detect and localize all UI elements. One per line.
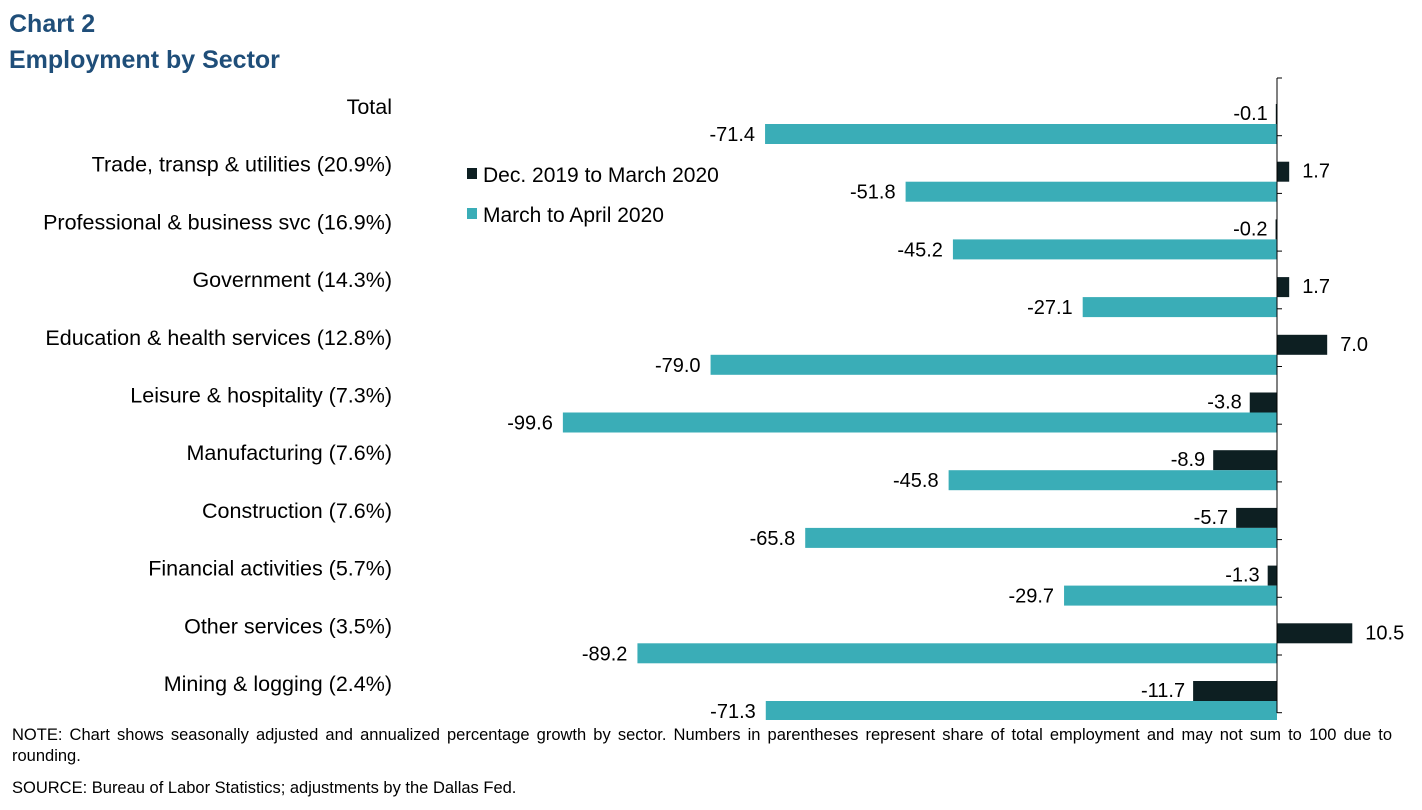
chart-title: Employment by Sector xyxy=(9,46,280,74)
zero-axis xyxy=(1276,77,1282,714)
value-label-mar-to-apr: -71.3 xyxy=(710,701,756,720)
bar-mar-to-apr xyxy=(905,181,1277,202)
category-label: Manufacturing (7.6%) xyxy=(186,441,392,465)
category-labels: Total Trade, transp & utilities (20.9%) Pr… xyxy=(43,95,392,696)
category-label: Construction (7.6%) xyxy=(202,499,392,523)
value-label-dec-to-mar: -1.3 xyxy=(1225,565,1259,587)
category-label: Education & health services (12.8%) xyxy=(45,326,392,350)
bar-mar-to-apr xyxy=(952,239,1277,260)
category-label: Financial activities (5.7%) xyxy=(148,557,392,581)
value-label-mar-to-apr: -79.0 xyxy=(655,355,701,377)
bar-dec-to-mar xyxy=(1193,681,1277,701)
bar-mar-to-apr xyxy=(1064,585,1277,606)
legend-label: March to April 2020 xyxy=(483,204,664,227)
bar-dec-to-mar xyxy=(1277,161,1290,182)
bar-dec-to-mar xyxy=(1277,623,1353,644)
bar-mar-to-apr xyxy=(1082,297,1277,318)
category-label: Professional & business svc (16.9%) xyxy=(43,210,392,234)
bar-mar-to-apr xyxy=(805,527,1277,548)
value-label-mar-to-apr: -45.8 xyxy=(893,470,939,492)
bar-dec-to-mar xyxy=(1277,334,1328,355)
bar-dec-to-mar xyxy=(1277,277,1290,298)
value-label-dec-to-mar: 1.7 xyxy=(1302,161,1330,183)
bar-dec-to-mar xyxy=(1236,507,1277,528)
bar-mar-to-apr xyxy=(765,124,1277,144)
value-label-dec-to-mar: 7.0 xyxy=(1340,334,1368,356)
value-label-dec-to-mar: 10.5 xyxy=(1365,622,1404,644)
bar-dec-to-mar xyxy=(1213,450,1277,471)
category-label: Trade, transp & utilities (20.9%) xyxy=(92,153,392,177)
value-label-mar-to-apr: -65.8 xyxy=(750,528,796,550)
value-label-dec-to-mar: -0.1 xyxy=(1233,103,1267,125)
bar-dec-to-mar xyxy=(1267,565,1277,586)
category-label: Leisure & hospitality (7.3%) xyxy=(130,384,392,408)
legend-swatch xyxy=(467,208,477,219)
chart-label: Chart 2 xyxy=(9,10,96,38)
value-label-mar-to-apr: -99.6 xyxy=(507,413,553,435)
bar-mar-to-apr xyxy=(637,643,1277,664)
value-label-dec-to-mar: -11.7 xyxy=(1141,680,1185,702)
value-label-mar-to-apr: -45.2 xyxy=(897,239,943,261)
value-label-mar-to-apr: -71.4 xyxy=(709,124,755,146)
legend: Dec. 2019 to March 2020 March to April 20… xyxy=(467,164,719,227)
value-label-dec-to-mar: -3.8 xyxy=(1207,392,1241,414)
category-label: Mining & logging (2.4%) xyxy=(164,672,392,696)
value-labels: -0.1 -71.4 1.7 -51.8 -0.2 -45.2 1.7 -27.1 7.0 -79… xyxy=(507,103,1404,720)
bar-dec-to-mar xyxy=(1275,104,1277,124)
value-label-dec-to-mar: -0.2 xyxy=(1233,218,1267,240)
bar-mar-to-apr xyxy=(948,470,1277,491)
value-label-dec-to-mar: -8.9 xyxy=(1171,449,1205,471)
chart-source: SOURCE: Bureau of Labor Statistics; adju… xyxy=(12,779,517,797)
bars xyxy=(562,104,1353,720)
category-label: Other services (3.5%) xyxy=(184,614,392,638)
value-label-dec-to-mar: 1.7 xyxy=(1302,276,1330,298)
bar-chart: Total Trade, transp & utilities (20.9%) Pr… xyxy=(43,77,1404,720)
category-label: Total xyxy=(347,95,392,119)
bar-mar-to-apr xyxy=(710,354,1277,375)
category-label: Government (14.3%) xyxy=(192,268,392,292)
legend-label: Dec. 2019 to March 2020 xyxy=(483,164,719,187)
bar-mar-to-apr xyxy=(562,412,1277,433)
chart-note: NOTE: Chart shows seasonally adjusted an… xyxy=(12,726,1392,765)
bar-dec-to-mar xyxy=(1275,219,1277,240)
value-label-mar-to-apr: -51.8 xyxy=(850,182,896,204)
bar-dec-to-mar xyxy=(1249,392,1277,413)
legend-swatch xyxy=(467,168,477,179)
value-label-mar-to-apr: -89.2 xyxy=(582,643,628,665)
bar-mar-to-apr xyxy=(765,701,1277,720)
value-label-mar-to-apr: -29.7 xyxy=(1008,586,1054,608)
value-label-mar-to-apr: -27.1 xyxy=(1027,297,1073,319)
value-label-dec-to-mar: -5.7 xyxy=(1194,507,1228,529)
